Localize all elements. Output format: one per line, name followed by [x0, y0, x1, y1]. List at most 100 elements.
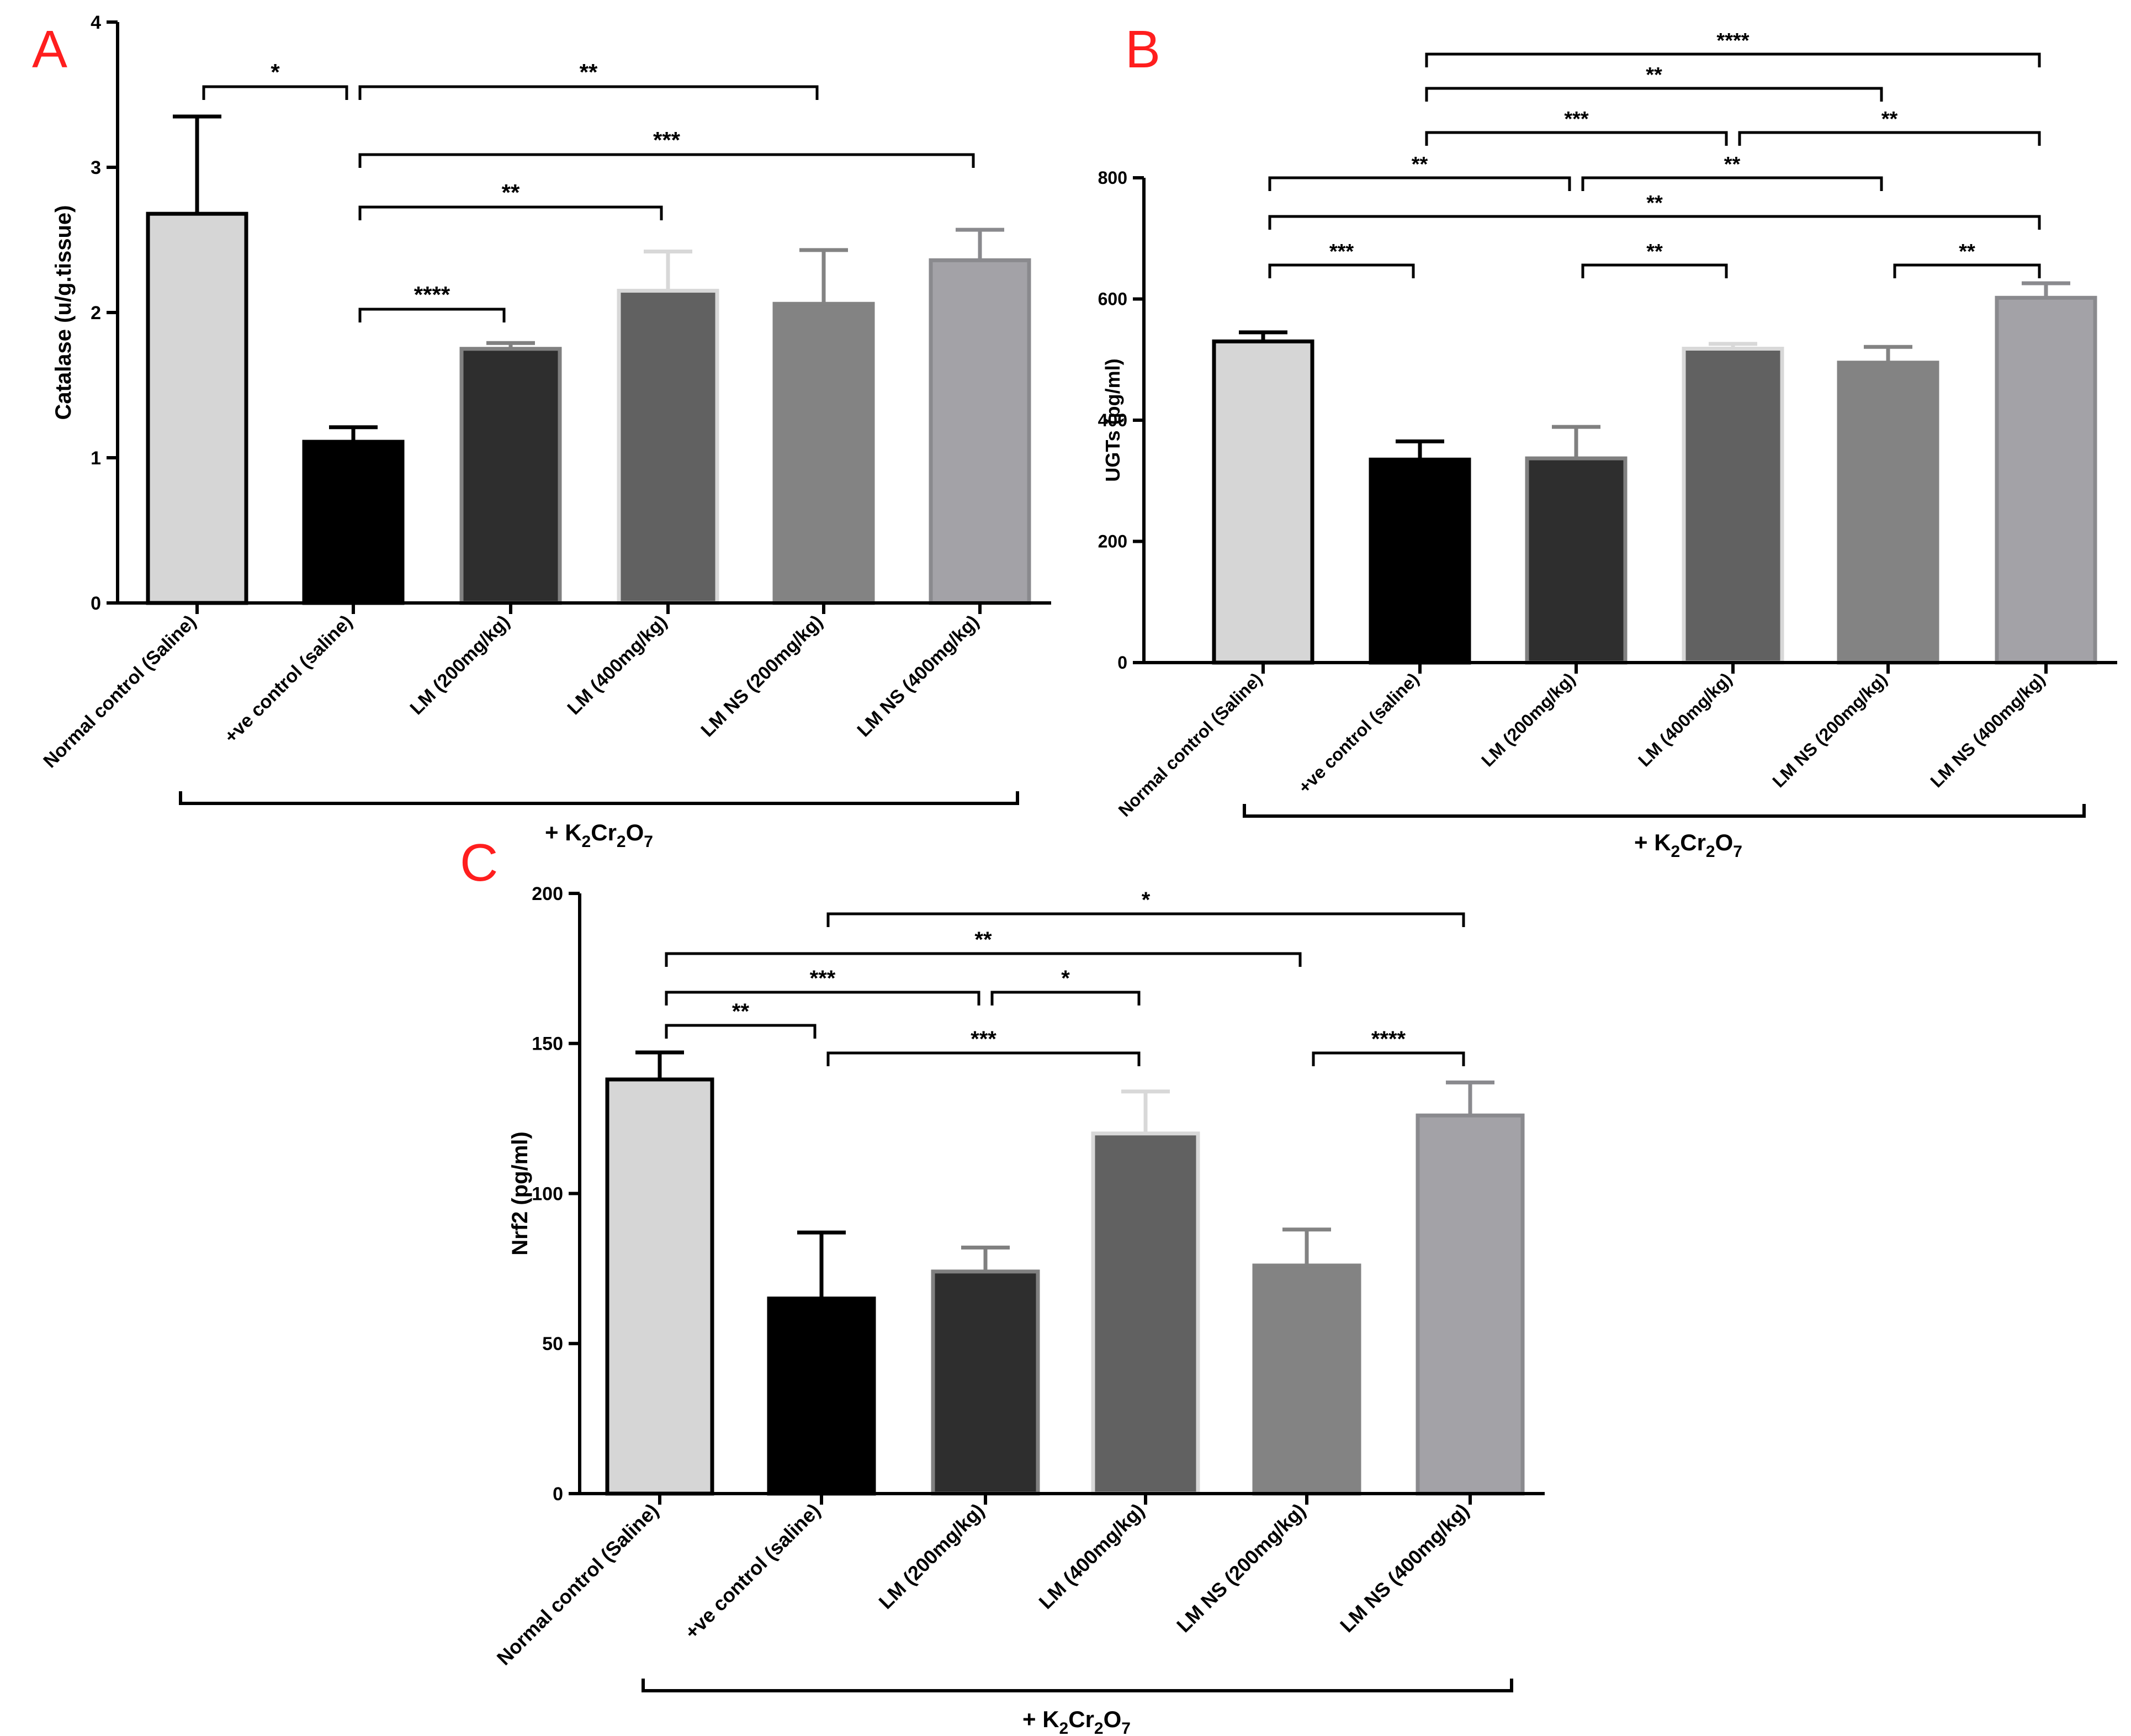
- category-label: +ve control (saline): [680, 1499, 825, 1644]
- significance-bracket: [826, 1051, 1141, 1066]
- significance-bracket: [1268, 215, 2041, 230]
- group-bracket: [1243, 804, 2086, 818]
- y-tick-label: 2: [91, 303, 101, 324]
- significance-bracket: [826, 912, 1465, 927]
- category-label: +ve control (saline): [220, 611, 357, 748]
- significance-label: ****: [414, 282, 450, 308]
- chart-nrf2: 0 50 100 150 200 Nrf2 (pg/ml) Normal control (…: [492, 883, 1545, 1736]
- category-label: LM (400mg/kg): [1634, 669, 1736, 770]
- significance-bracket: [665, 952, 1302, 967]
- bar: [1369, 457, 1471, 665]
- significance-bracket: [358, 85, 819, 100]
- panel-letter-b: B: [1125, 20, 1160, 79]
- y-tick-label: 0: [91, 593, 101, 614]
- chart-ugts: 0 200 400 600 800 UGTs (pg/ml) Normal control …: [1098, 29, 2117, 861]
- group-bracket: [642, 1679, 1513, 1692]
- significance-bracket: [358, 308, 506, 322]
- significance-bracket: [1425, 131, 1728, 146]
- significance-label: **: [1646, 240, 1663, 263]
- significance-label: **: [1959, 240, 1975, 263]
- bar: [1091, 1131, 1200, 1496]
- significance-label: ***: [810, 966, 836, 991]
- significance-bracket: [1425, 52, 2041, 67]
- significance-label: **: [1646, 192, 1663, 215]
- y-tick-label: 600: [1098, 289, 1127, 309]
- category-label: LM NS (400mg/kg): [1926, 669, 2049, 791]
- category-label: LM NS (200mg/kg): [697, 611, 826, 741]
- bar: [302, 440, 405, 605]
- significance-label: **: [580, 59, 598, 85]
- bar: [605, 1077, 714, 1496]
- y-tick-label: 200: [1098, 532, 1127, 552]
- significance-label: ****: [1716, 29, 1749, 52]
- bar: [1837, 361, 1939, 665]
- y-axis-label: UGTs (pg/ml): [1101, 358, 1124, 481]
- y-tick-label: 1: [91, 448, 101, 469]
- significance-label: **: [502, 179, 520, 205]
- significance-bracket: [358, 153, 975, 168]
- significance-label: **: [1646, 63, 1662, 87]
- significance-bracket: [665, 1024, 817, 1039]
- significance-label: *: [1061, 966, 1070, 991]
- panel-letter-a: A: [32, 20, 67, 79]
- significance-label: **: [1412, 153, 1428, 176]
- category-label: Normal control (Saline): [1115, 669, 1266, 820]
- y-tick-label: 50: [542, 1333, 563, 1354]
- y-tick-label: 150: [532, 1034, 563, 1055]
- category-label: LM NS (200mg/kg): [1768, 669, 1891, 791]
- category-label: LM (200mg/kg): [874, 1499, 988, 1613]
- significance-label: ****: [1371, 1027, 1406, 1051]
- chart-catalase: 0 1 2 3 4 Catalase (u/g.tissue) Normal control…: [39, 12, 1051, 851]
- group-label: + K2Cr2O7: [1022, 1706, 1131, 1736]
- group-label: + K2Cr2O7: [545, 819, 653, 851]
- category-label: LM NS (400mg/kg): [853, 611, 983, 741]
- bar: [1525, 456, 1628, 665]
- significance-bracket: [1581, 176, 1883, 191]
- y-tick-label: 0: [553, 1484, 563, 1505]
- significance-label: *: [1142, 888, 1151, 912]
- significance-bracket: [665, 991, 980, 1005]
- y-tick-label: 0: [1117, 653, 1127, 673]
- category-label: LM NS (400mg/kg): [1335, 1499, 1473, 1637]
- category-label: LM (200mg/kg): [1477, 669, 1579, 770]
- category-label: Normal control (Saline): [492, 1499, 663, 1670]
- category-label: LM (400mg/kg): [563, 611, 671, 719]
- y-tick-label: 3: [91, 157, 101, 178]
- significance-bracket: [1738, 131, 2041, 146]
- significance-bracket: [1268, 176, 1571, 191]
- significance-bracket: [1312, 1051, 1465, 1066]
- category-label: Normal control (Saline): [39, 611, 200, 772]
- significance-label: ***: [1564, 108, 1589, 131]
- y-tick-label: 800: [1098, 168, 1127, 188]
- bar: [929, 258, 1031, 605]
- significance-label: *: [271, 59, 280, 85]
- significance-label: ***: [653, 127, 681, 153]
- category-label: LM NS (200mg/kg): [1172, 1499, 1310, 1637]
- bar: [1252, 1263, 1361, 1496]
- bar: [1682, 346, 1784, 665]
- bar: [931, 1269, 1040, 1496]
- bar: [1212, 339, 1314, 665]
- bar: [1416, 1113, 1525, 1496]
- bar: [772, 301, 875, 605]
- category-label: +ve control (saline): [1295, 669, 1423, 797]
- y-tick-label: 400: [1098, 410, 1127, 430]
- y-axis-label: Catalase (u/g.tissue): [51, 205, 76, 420]
- significance-bracket: [1425, 87, 1883, 102]
- significance-bracket: [202, 85, 348, 100]
- y-tick-label: 200: [532, 883, 563, 904]
- category-label: LM (400mg/kg): [1034, 1499, 1148, 1613]
- panel-letter-c: C: [460, 833, 498, 892]
- significance-label: **: [732, 999, 750, 1024]
- significance-label: **: [1881, 108, 1898, 131]
- category-label: LM (200mg/kg): [406, 611, 513, 719]
- y-axis-label: Nrf2 (pg/ml): [508, 1131, 532, 1255]
- significance-bracket: [1893, 263, 2041, 278]
- significance-bracket: [358, 205, 663, 220]
- y-tick-label: 100: [532, 1183, 563, 1204]
- significance-label: ***: [971, 1027, 996, 1051]
- group-label: + K2Cr2O7: [1634, 829, 1742, 861]
- bar: [146, 211, 248, 605]
- bar: [767, 1296, 876, 1496]
